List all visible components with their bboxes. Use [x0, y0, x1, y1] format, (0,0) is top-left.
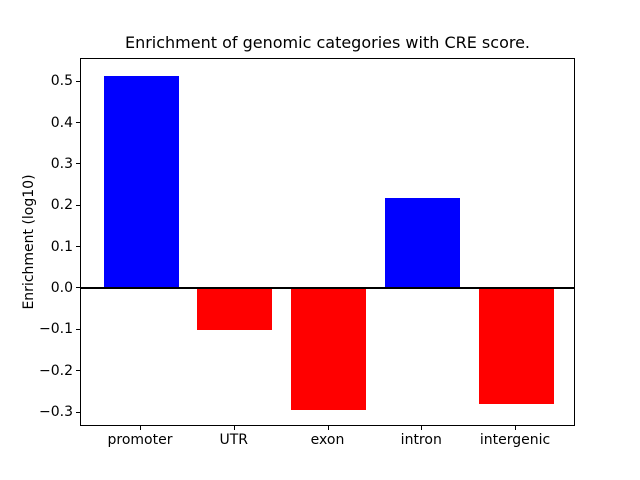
- y-tick-label: 0.4: [50, 114, 73, 131]
- y-tick-label: 0.0: [50, 279, 73, 296]
- y-tick-label: −0.2: [39, 362, 73, 379]
- y-tick-mark: [76, 246, 80, 248]
- x-tick-mark: [140, 426, 141, 430]
- y-tick-mark: [76, 204, 80, 206]
- x-tick-label-intron: intron: [400, 432, 442, 448]
- x-tick-label-intergenic: intergenic: [479, 432, 551, 448]
- y-tick-label: 0.5: [50, 73, 73, 90]
- y-tick-mark: [76, 80, 80, 82]
- plot-area: [80, 58, 575, 426]
- y-tick-label: −0.3: [39, 404, 73, 421]
- bar-intron: [384, 197, 460, 289]
- x-tick-label-promoter: promoter: [107, 432, 173, 448]
- y-tick-mark: [76, 370, 80, 372]
- y-tick-mark: [76, 122, 80, 124]
- x-tick-mark: [421, 426, 423, 430]
- y-tick-label: 0.2: [50, 197, 73, 214]
- x-tick-mark: [233, 426, 235, 430]
- x-tick-mark: [327, 426, 329, 430]
- x-tick-label-exon: exon: [310, 432, 345, 448]
- bar-exon: [291, 288, 366, 411]
- bar-UTR: [197, 288, 273, 330]
- bar-intergenic: [478, 288, 554, 405]
- y-tick-label: 0.3: [50, 155, 73, 172]
- y-tick-label: 0.1: [50, 238, 73, 255]
- chart-title: Enrichment of genomic categories with CR…: [124, 33, 531, 52]
- y-tick-label: −0.1: [39, 321, 73, 338]
- bar-promoter: [103, 75, 179, 289]
- x-tick-mark: [515, 426, 516, 430]
- y-tick-mark: [76, 411, 80, 413]
- x-tick-label-UTR: UTR: [219, 432, 249, 448]
- y-tick-mark: [76, 163, 80, 165]
- zero-line: [81, 287, 574, 290]
- y-tick-mark: [76, 287, 80, 289]
- y-tick-mark: [76, 328, 80, 330]
